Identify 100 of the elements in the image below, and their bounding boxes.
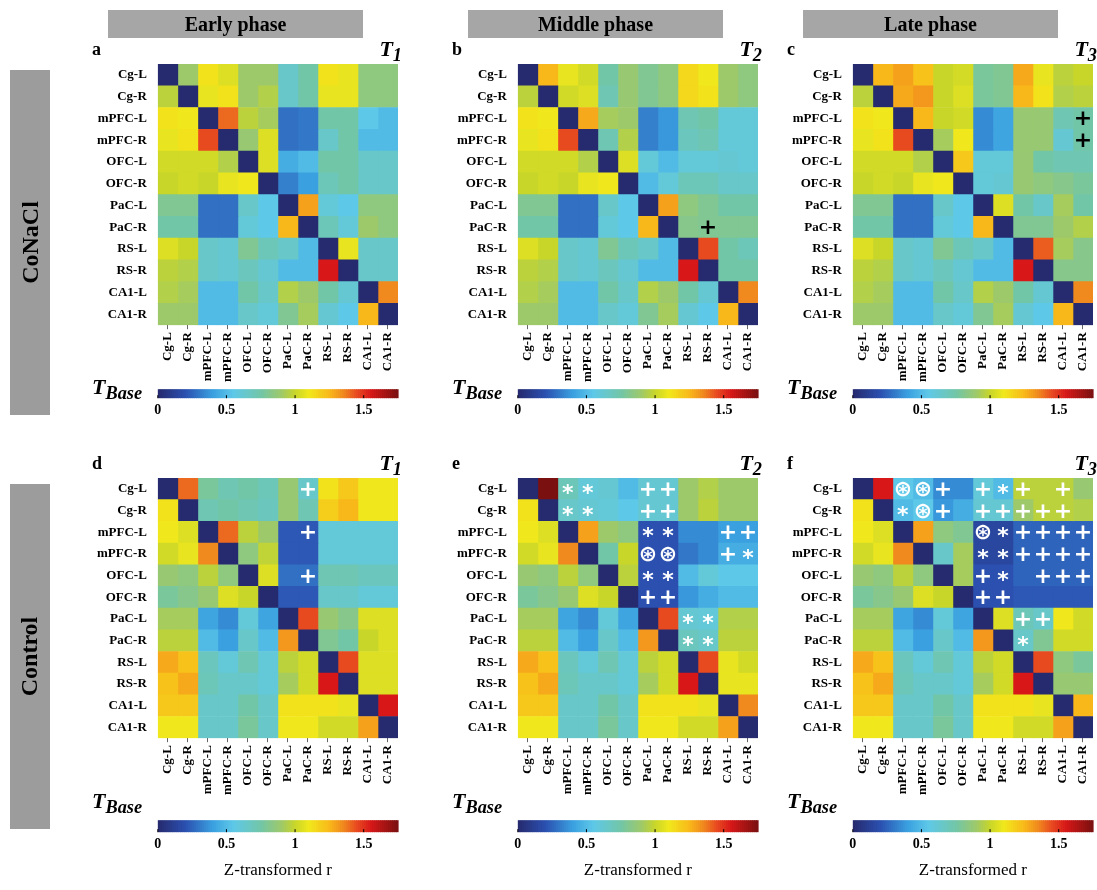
x-tick-label: OFC-R (954, 744, 970, 787)
text: a (92, 39, 101, 59)
y-tick-label: OFC-R (800, 588, 843, 604)
y-tick-label: mPFC-R (791, 545, 843, 561)
x-tick-label: Cg-L (854, 744, 870, 775)
y-tick-label: RS-L (477, 240, 508, 256)
color-bar-label: 0 (154, 835, 162, 851)
annotation: T$_{1}$ (379, 450, 402, 480)
data-label: + (1053, 497, 1073, 523)
x-tick-label: OFC-R (259, 744, 275, 787)
color-bar-label: 1 (291, 835, 299, 851)
text: CoNaCl (16, 201, 44, 284)
y-tick-label: RS-L (812, 240, 843, 256)
y-tick-label: Cg-R (117, 501, 148, 517)
text: T$_{Base}$ (452, 788, 503, 818)
x-tick-label: CA1-R (379, 744, 395, 785)
data-label: + (638, 497, 658, 523)
x-tick-label: PaC-L (279, 331, 295, 370)
x-tick-label: Cg-R (179, 331, 195, 362)
data-label: + (1013, 475, 1033, 501)
y-tick-label: Cg-L (812, 66, 843, 82)
data-label: + (298, 475, 318, 501)
x-tick-label: mPFC-L (894, 744, 910, 795)
x-tick-label: OFC-R (259, 331, 275, 374)
data-label: + (933, 497, 953, 523)
y-tick-label: mPFC-R (96, 131, 148, 147)
color-bar-label: 1 (651, 835, 659, 851)
y-tick-label: CA1-L (468, 283, 508, 299)
color-bar-label: 0 (514, 401, 522, 417)
data-label: + (1013, 519, 1033, 545)
x-tick-label: OFC-L (599, 331, 615, 373)
y-tick-label: CA1-R (107, 718, 148, 734)
x-tick-label: OFC-L (599, 744, 615, 786)
x-tick-label: PaC-R (299, 744, 315, 783)
y-tick-label: mPFC-L (792, 523, 843, 539)
y-tick-label: OFC-R (800, 175, 843, 191)
chart-title: Middle phase (468, 10, 723, 38)
y-tick-label: Cg-R (812, 88, 843, 104)
color-bar-label: 1 (986, 401, 994, 417)
data-label: + (1033, 497, 1053, 523)
color-bar-label: 0.5 (912, 835, 931, 851)
text: f (787, 453, 793, 473)
data-label: * (1017, 631, 1030, 657)
y-tick-label: PaC-R (804, 631, 843, 647)
x-tick-label: RS-R (699, 744, 715, 776)
y-tick-label: RS-R (476, 675, 508, 691)
x-tick-label: Cg-R (179, 744, 195, 775)
data-label: + (1073, 127, 1093, 153)
text: e (452, 453, 460, 473)
data-label: + (1053, 562, 1073, 588)
text: d (92, 453, 103, 473)
y-tick-label: RS-L (117, 240, 148, 256)
data-label: + (1073, 105, 1093, 131)
y-tick-label: OFC-L (466, 153, 508, 169)
x-tick-label: RS-R (339, 744, 355, 776)
color-bar-label: 1.5 (714, 835, 733, 851)
data-label: + (973, 562, 993, 588)
y-tick-label: CA1-L (803, 283, 843, 299)
y-tick-label: PaC-L (469, 610, 508, 626)
y-tick-label: CA1-L (468, 697, 508, 713)
data-label: + (1053, 519, 1073, 545)
y-tick-label: CA1-R (802, 305, 843, 321)
y-tick-label: PaC-R (804, 218, 843, 234)
y-tick-label: mPFC-R (456, 131, 508, 147)
x-tick-label: CA1-L (359, 331, 375, 371)
x-tick-label: Cg-L (854, 331, 870, 362)
y-tick-label: OFC-L (106, 566, 148, 582)
x-tick-label: RS-R (339, 331, 355, 363)
y-tick-label: RS-L (812, 653, 843, 669)
data-label: + (933, 475, 953, 501)
x-tick-label: mPFC-R (219, 331, 235, 383)
x-tick-label: Cg-L (519, 331, 535, 362)
annotation: T$_{2}$ (739, 36, 762, 66)
y-tick-label: OFC-L (801, 566, 843, 582)
color-bar-label: 0.5 (217, 401, 236, 417)
x-tick-label: OFC-R (619, 331, 635, 374)
y-tick-label: PaC-L (804, 196, 843, 212)
chart-title: Late phase (803, 10, 1058, 38)
x-tick-label: PaC-R (994, 331, 1010, 370)
text: Control (16, 616, 44, 697)
y-tick-label: CA1-R (467, 718, 508, 734)
text: T$_{Base}$ (92, 374, 143, 404)
color-bar-label: 1 (986, 835, 994, 851)
x-tick-label: mPFC-L (894, 331, 910, 382)
y-tick-label: mPFC-R (791, 131, 843, 147)
data-label: + (1033, 519, 1053, 545)
x-tick-label: RS-L (1014, 744, 1030, 775)
y-tick-label: CA1-R (467, 305, 508, 321)
x-tick-label: mPFC-R (914, 331, 930, 383)
data-label: + (718, 519, 738, 545)
x-tick-label: RS-R (1034, 331, 1050, 363)
x-tick-label: mPFC-R (219, 744, 235, 796)
data-label: + (1073, 540, 1093, 566)
y-tick-label: PaC-R (109, 218, 148, 234)
y-tick-label: mPFC-L (97, 109, 148, 125)
y-tick-label: mPFC-L (97, 523, 148, 539)
y-tick-label: PaC-R (109, 631, 148, 647)
y-tick-label: OFC-L (466, 566, 508, 582)
text: T$_{Base}$ (452, 374, 503, 404)
y-tick-label: PaC-R (469, 218, 508, 234)
